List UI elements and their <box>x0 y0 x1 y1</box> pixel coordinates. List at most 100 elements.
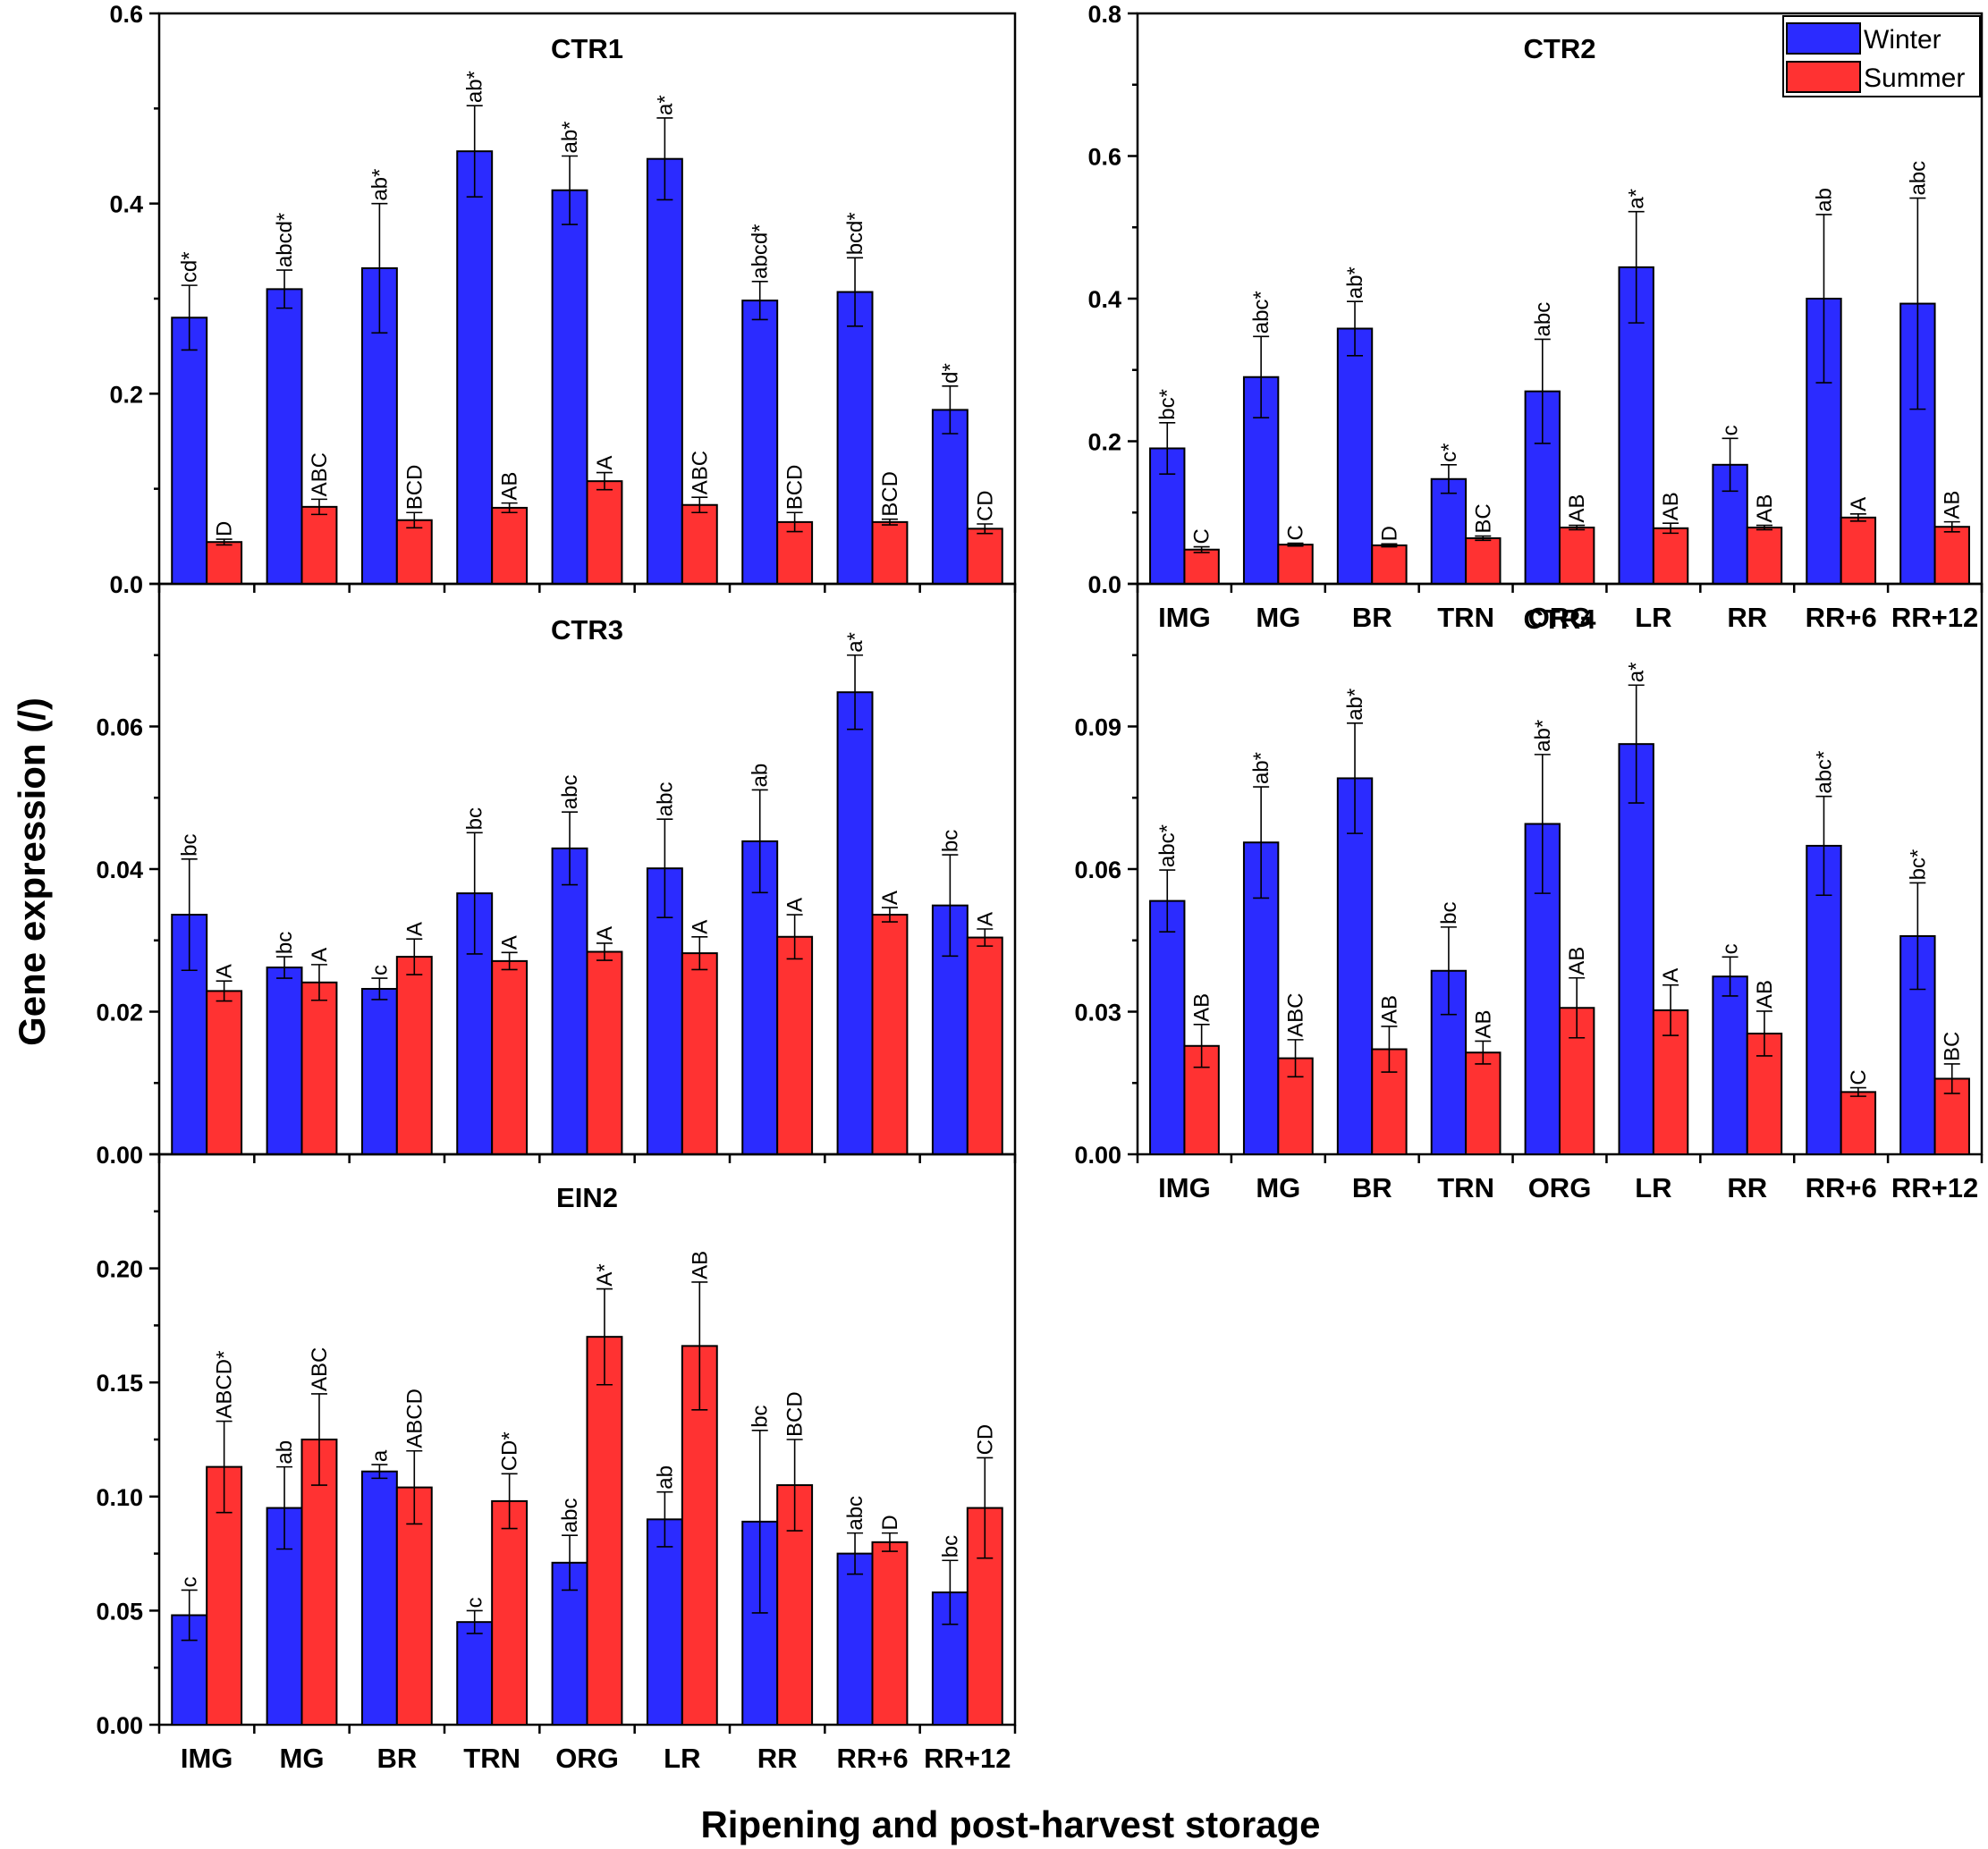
significance-label: CD* <box>498 1431 522 1471</box>
significance-label: abcd* <box>749 224 773 278</box>
panel-title: CTR3 <box>551 614 623 646</box>
bar-summer <box>871 914 909 1155</box>
significance-label: bc <box>938 830 962 852</box>
significance-label: AB <box>1941 491 1965 519</box>
bar-summer <box>491 959 529 1155</box>
significance-label: ab* <box>1531 720 1555 752</box>
y-tick-label: 0.0 <box>109 571 143 598</box>
bar-summer <box>966 936 1003 1156</box>
significance-label: ab* <box>1343 688 1367 721</box>
significance-label: AB <box>498 472 522 501</box>
significance-label: ab <box>273 1440 297 1465</box>
bar-summer <box>681 952 718 1155</box>
y-tick-label: 0.03 <box>1074 1000 1121 1026</box>
significance-label: AB <box>1377 995 1401 1024</box>
significance-label: abc <box>558 774 582 809</box>
significance-label: abc* <box>1812 751 1836 794</box>
significance-label: C <box>1284 525 1308 540</box>
x-tick-label: LR <box>1635 1172 1671 1203</box>
significance-label: ab <box>1812 188 1836 212</box>
panel-title: CTR2 <box>1524 33 1596 64</box>
x-tick-label: RR+6 <box>836 1743 908 1774</box>
y-tick-label: 0.06 <box>96 714 143 741</box>
y-tick-label: 0.4 <box>1087 286 1121 313</box>
significance-label: cd* <box>178 251 202 283</box>
significance-label: bc <box>273 932 297 954</box>
bar-summer <box>206 990 243 1156</box>
bar-summer <box>491 1499 529 1727</box>
significance-label: bc <box>463 807 487 830</box>
x-tick-label: BR <box>1352 1172 1392 1203</box>
significance-label: A <box>878 891 902 905</box>
significance-label: C <box>1190 528 1214 544</box>
x-tick-label: TRN <box>1437 1172 1494 1203</box>
significance-label: abc <box>1531 302 1555 337</box>
significance-label: abc* <box>1155 824 1180 867</box>
significance-label: AB <box>1471 1009 1495 1038</box>
significance-label: A <box>593 456 617 470</box>
bar-winter <box>1806 298 1842 585</box>
bar-summer <box>1559 526 1595 585</box>
x-tick-label: RR <box>1727 1172 1767 1203</box>
x-axis-label: Ripening and post-harvest storage <box>700 1803 1320 1845</box>
significance-label: c <box>463 1597 487 1608</box>
bar-winter <box>1618 743 1654 1156</box>
bar-winter <box>551 189 588 585</box>
bar-summer <box>1465 536 1502 586</box>
y-tick-label: 0.00 <box>1074 1142 1121 1169</box>
bar-winter <box>551 847 588 1155</box>
significance-label: A <box>973 912 997 926</box>
significance-label: a* <box>843 632 867 653</box>
legend: Winter Summer <box>1782 15 1981 97</box>
significance-label: bc <box>938 1535 962 1558</box>
significance-label: ab <box>653 1465 677 1490</box>
y-tick-label: 0.05 <box>96 1598 143 1625</box>
significance-label: ABCD <box>402 1389 427 1448</box>
legend-label-summer: Summer <box>1864 63 1965 93</box>
bar-summer <box>1371 544 1408 585</box>
significance-label: abcd* <box>273 213 297 267</box>
y-tick-label: 0.06 <box>1074 857 1121 883</box>
bar-summer <box>395 519 433 585</box>
legend-swatch-winter <box>1786 22 1861 55</box>
significance-label: A <box>688 920 712 934</box>
bar-summer <box>966 528 1003 585</box>
bar-summer <box>300 981 338 1155</box>
significance-label: A* <box>593 1263 617 1286</box>
bar-summer <box>1652 527 1689 585</box>
y-tick-label: 0.20 <box>96 1256 143 1283</box>
bar-winter <box>456 1621 494 1727</box>
significance-label: BC <box>1471 503 1495 533</box>
significance-label: ab* <box>1343 266 1367 299</box>
x-tick-label: IMG <box>1158 1172 1211 1203</box>
y-tick-label: 0.04 <box>96 857 143 883</box>
x-tick-label: LR <box>664 1743 700 1774</box>
y-tick-label: 0.2 <box>1087 429 1121 456</box>
bar-summer <box>1933 526 1970 586</box>
significance-label: A <box>593 926 617 941</box>
x-tick-label: ORG <box>1528 602 1592 633</box>
significance-label: A <box>308 948 332 962</box>
significance-label: a <box>368 1449 392 1462</box>
significance-label: A <box>402 922 427 936</box>
bar-winter <box>1149 899 1186 1155</box>
y-tick-label: 0.09 <box>1074 714 1121 741</box>
x-tick-label: IMG <box>181 1743 233 1774</box>
bar-summer <box>586 480 623 585</box>
significance-label: bc* <box>1155 389 1180 420</box>
bar-winter <box>456 150 494 586</box>
significance-label: AB <box>1565 494 1589 523</box>
x-tick-label: BR <box>376 1743 417 1774</box>
significance-label: D <box>1377 526 1401 541</box>
significance-label: ABCD* <box>213 1351 237 1419</box>
x-tick-label: RR+12 <box>1891 1172 1978 1203</box>
bar-summer <box>300 505 338 585</box>
bar-winter <box>836 1552 874 1726</box>
panel-ctr4: 0.000.030.060.09CTR4IMGabc*ABMGab*ABCBRa… <box>1074 582 1984 1203</box>
significance-label: D <box>213 521 237 536</box>
significance-label: c <box>368 965 392 975</box>
significance-label: AB <box>688 1251 712 1279</box>
bar-summer <box>1277 544 1314 586</box>
bar-summer <box>681 503 718 586</box>
